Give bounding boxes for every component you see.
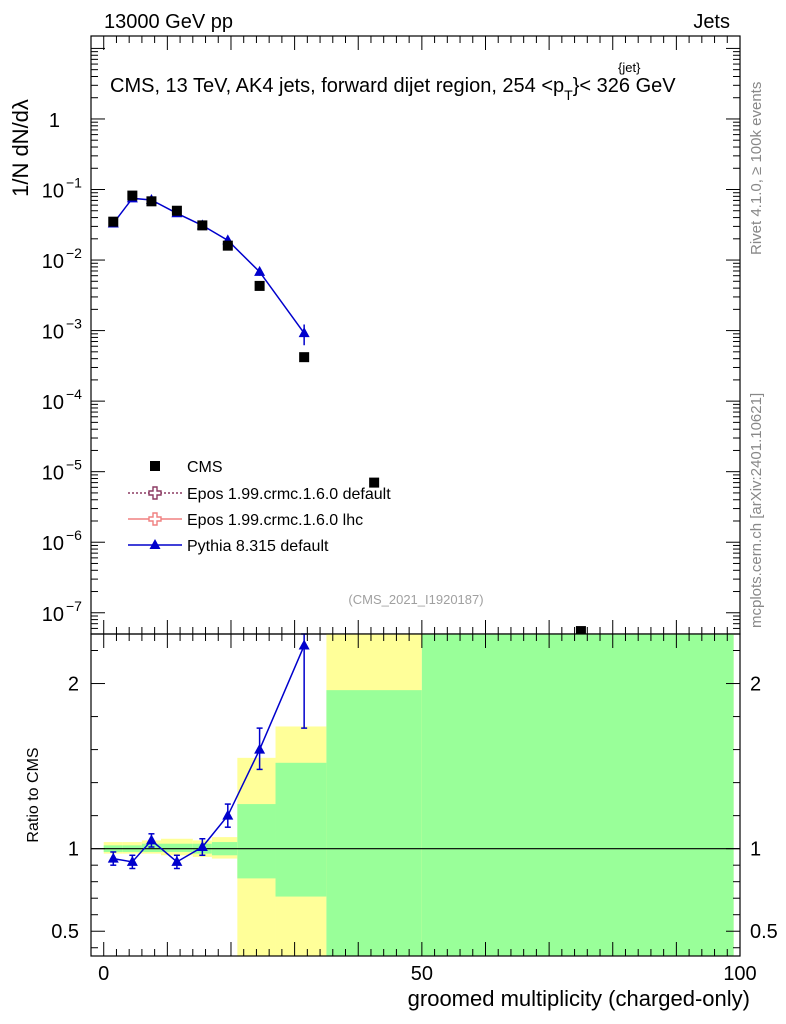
ratio-band-inner <box>275 762 327 897</box>
cms-point <box>146 196 157 207</box>
main-title-superscript: {jet} <box>618 60 641 75</box>
cms-point <box>254 280 265 291</box>
ratio-y-tick-label-left: 0.5 <box>51 921 79 943</box>
main-y-tick-exponent: −7 <box>66 598 82 614</box>
main-axis-ticks: 10 −710 −610 −510 −410 −310 −210 −11 <box>42 36 741 635</box>
main-ylabel: 1/N dN/dλ <box>8 99 33 197</box>
ratio-panel: 0 50 100 0.5 0.5 1 1 2 2 Ratio to CMS groomed mu… <box>25 633 778 1011</box>
main-y-tick-label: 10 <box>42 181 64 203</box>
ratio-pythia-point <box>196 841 208 852</box>
legend-epos-marker <box>148 512 162 526</box>
main-y-tick-exponent: −6 <box>66 527 82 543</box>
main-y-tick-label: 10 <box>42 392 64 414</box>
cms-point <box>369 477 380 488</box>
legend-pythia-marker <box>149 539 161 549</box>
main-y-tick-label: 1 <box>49 110 60 132</box>
ratio-y-tick-label-left: 2 <box>68 674 79 696</box>
legend-epos-marker <box>148 486 162 500</box>
ratio-x-tick-label: 100 <box>723 963 756 985</box>
ratio-y-tick-label-right: 0.5 <box>750 921 778 943</box>
header-energy-label: 13000 GeV pp <box>104 11 233 33</box>
ratio-pythia-point <box>254 743 266 754</box>
main-y-tick-label: 10 <box>42 251 64 273</box>
cms-point <box>127 190 138 201</box>
legend: CMS Epos 1.99.crmc.1.6.0 default Epos 1.99… <box>128 459 391 555</box>
ratio-band-inner <box>421 634 734 956</box>
ratio-y-tick-label-left: 1 <box>68 839 79 861</box>
x-axis-label: groomed multiplicity (charged-only) <box>408 986 750 1011</box>
legend-entry-label: Epos 1.99.crmc.1.6.0 default <box>187 486 391 503</box>
pythia-point <box>254 265 266 276</box>
cms-point <box>222 240 233 251</box>
ratio-pythia-point <box>222 809 234 820</box>
cms-point <box>171 205 182 216</box>
ratio-pythia-point <box>107 852 119 863</box>
ratio-y-tick-label-right: 2 <box>750 674 761 696</box>
ratio-axis-ticks: 0 50 100 0.5 0.5 1 1 2 2 <box>51 634 778 985</box>
main-y-tick-exponent: −5 <box>66 457 82 473</box>
main-panel: 10 −710 −610 −510 −410 −310 −210 −11 CMS, 13 Te… <box>8 35 741 637</box>
ratio-plot-frame <box>90 633 741 957</box>
ratio-ylabel: Ratio to CMS <box>25 747 42 842</box>
rivet-side-label: Rivet 4.1.0, ≥ 100k events <box>748 82 765 255</box>
main-title-text: CMS, 13 TeV, AK4 jets, forward dijet reg… <box>110 75 564 97</box>
main-title: CMS, 13 TeV, AK4 jets, forward dijet reg… <box>110 75 676 103</box>
legend-cms-marker <box>150 461 160 471</box>
ratio-band-inner <box>326 690 422 956</box>
ratio-band-inner <box>160 843 193 852</box>
main-y-tick-exponent: −2 <box>66 245 82 261</box>
main-y-tick-exponent: −1 <box>66 175 82 191</box>
ratio-band-inner <box>141 843 161 852</box>
main-y-tick-exponent: −4 <box>66 386 82 402</box>
ratio-pythia-line <box>113 645 305 863</box>
ratio-band-inner <box>237 804 276 879</box>
cms-point <box>197 220 208 231</box>
pythia-point <box>298 327 310 338</box>
legend-entry-label: CMS <box>187 459 223 476</box>
ratio-data-layer <box>107 633 310 870</box>
ratio-bands <box>103 634 734 956</box>
ratio-y-tick-label-right: 1 <box>750 839 761 861</box>
legend-entry-label: Pythia 8.315 default <box>187 538 329 555</box>
main-ylabel-text: 1/N dN/dλ <box>8 99 33 197</box>
rivet-version-text: Rivet 4.1.0, ≥ 100k events <box>748 82 765 255</box>
cms-point <box>575 626 586 637</box>
ratio-x-tick-label: 0 <box>98 963 109 985</box>
header-jets-label: Jets <box>693 11 730 33</box>
mcplots-side-label: mcplots.cern.ch [arXiv:2401.10621] <box>748 393 765 628</box>
main-title-subscript: T <box>564 87 573 103</box>
ratio-ylabel-text: Ratio to CMS <box>25 747 42 842</box>
ratio-pythia-point <box>171 855 183 866</box>
ratio-pythia-point <box>145 834 157 845</box>
mcplots-text: mcplots.cern.ch [arXiv:2401.10621] <box>748 393 765 628</box>
analysis-watermark: (CMS_2021_I1920187) <box>348 592 483 607</box>
ratio-pythia-point <box>298 639 310 650</box>
main-title-end: }< 326 GeV <box>573 75 677 97</box>
cms-point <box>299 352 310 363</box>
legend-entry-label: Epos 1.99.crmc.1.6.0 lhc <box>187 512 363 529</box>
ratio-pythia-point <box>126 855 138 866</box>
main-data-layer <box>107 190 586 637</box>
ratio-x-tick-label: 50 <box>411 963 433 985</box>
main-y-tick-exponent: −3 <box>66 316 82 332</box>
main-y-tick-label: 10 <box>42 463 64 485</box>
cms-point <box>108 216 119 227</box>
pythia-line <box>112 197 305 334</box>
main-y-tick-label: 10 <box>42 533 64 555</box>
main-y-tick-label: 10 <box>42 604 64 626</box>
main-y-tick-label: 10 <box>42 322 64 344</box>
